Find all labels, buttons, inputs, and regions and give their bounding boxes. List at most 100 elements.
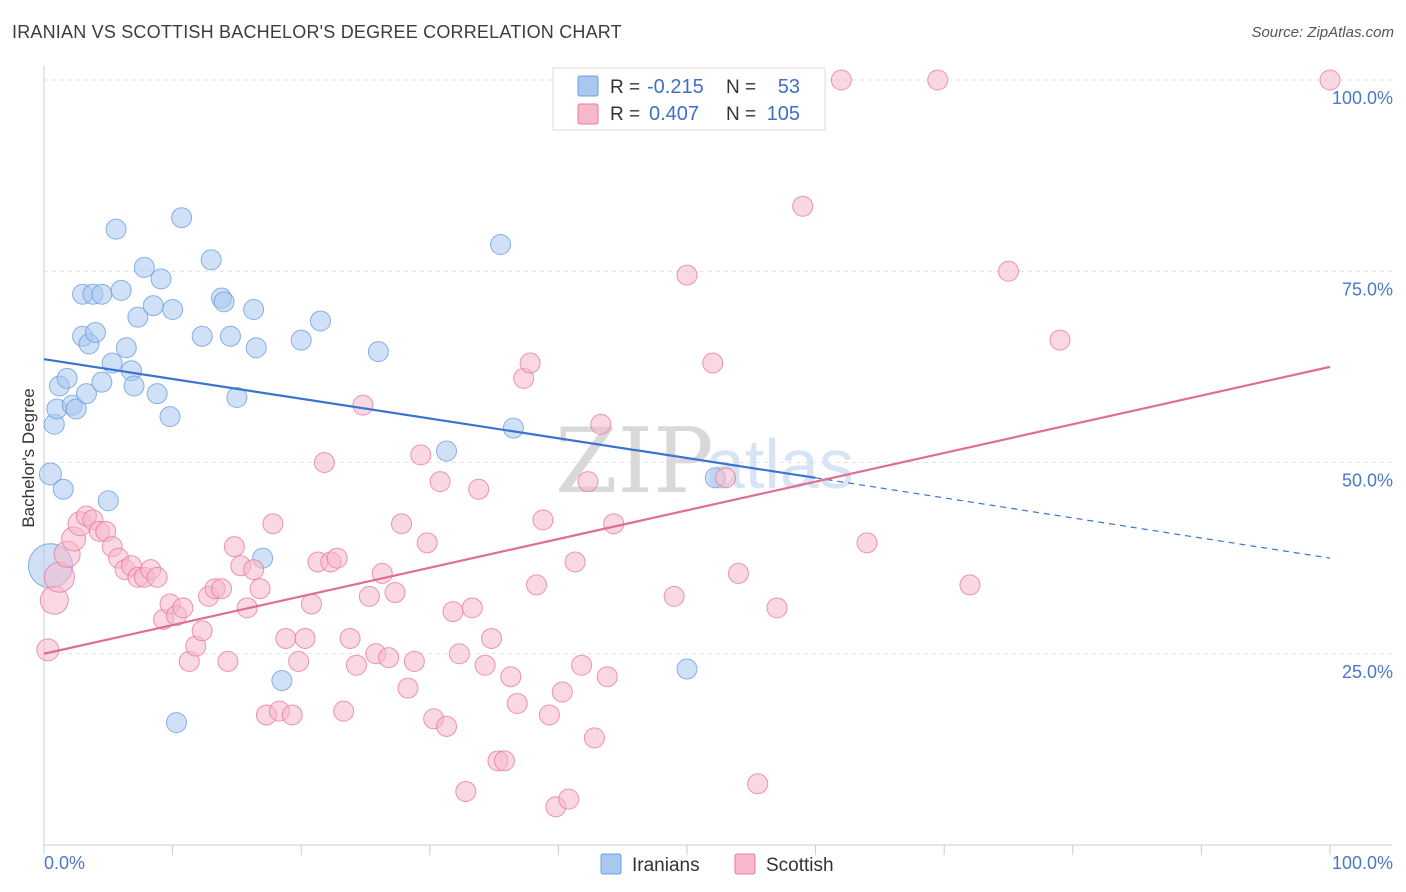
iranian-point-27 <box>146 383 168 405</box>
scottish-point-96 <box>792 195 814 217</box>
legend-bottom-label-iranians: Iranians <box>632 855 700 876</box>
iranian-point-30 <box>162 299 184 320</box>
scottish-point-81 <box>558 788 580 810</box>
scottish-point-17 <box>146 566 168 588</box>
iranian-point-24 <box>127 306 149 328</box>
scottish-point-87 <box>596 666 618 688</box>
legend-bottom-label-scottish: Scottish <box>766 855 834 876</box>
scottish-point-24 <box>191 620 213 642</box>
iranian-point-47 <box>490 233 512 255</box>
scottish-trend-line <box>43 365 1331 655</box>
legend-r-value-1: -0.215 <box>647 76 704 98</box>
scottish-point-59 <box>416 532 438 554</box>
scottish-point-35 <box>262 513 284 535</box>
x-tick-labels: 0.0% 100.0% <box>44 853 1393 873</box>
scottish-point-68 <box>474 654 496 676</box>
scottish-point-101 <box>998 260 1019 282</box>
scottish-point-90 <box>676 264 698 286</box>
scottish-point-50 <box>358 585 380 607</box>
scottish-point-85 <box>583 727 605 749</box>
scottish-point-41 <box>300 593 322 615</box>
iranian-trend-extension <box>815 477 1331 559</box>
iranian-point-17 <box>97 490 119 512</box>
trend-lines <box>43 358 1331 655</box>
scottish-point-38 <box>281 704 303 726</box>
iranian-point-36 <box>213 291 235 313</box>
scottish-point-80 <box>551 681 573 703</box>
iranian-point-45 <box>367 341 389 363</box>
y-tick-label-3: 100.0% <box>1332 88 1393 108</box>
scottish-point-76 <box>526 574 548 596</box>
y-tick-label-1: 50.0% <box>1342 471 1393 491</box>
scottish-point-40 <box>294 627 316 649</box>
iranian-point-8 <box>65 398 87 420</box>
legend-swatch-scottish <box>577 103 599 125</box>
scottish-point-33 <box>249 578 271 600</box>
scottish-point-86 <box>590 413 612 435</box>
chart-title: IRANIAN VS SCOTTISH BACHELOR'S DEGREE CO… <box>12 22 622 42</box>
iranian-trend-line <box>43 358 816 479</box>
scottish-point-97 <box>830 69 852 91</box>
y-tick-label-2: 75.0% <box>1342 279 1393 299</box>
scottish-point-55 <box>391 513 413 535</box>
scottish-point-39 <box>288 650 310 672</box>
iranian-point-21 <box>115 337 137 359</box>
legend-bottom-swatch-iranians <box>600 853 622 875</box>
iranian-point-28 <box>150 268 172 290</box>
iranian-point-37 <box>219 325 241 347</box>
iranian-point-20 <box>110 279 132 301</box>
iranian-point-48 <box>502 417 524 439</box>
iranian-point-26 <box>142 295 164 317</box>
scottish-point-57 <box>403 650 425 672</box>
scottish-point-29 <box>223 536 245 558</box>
scottish-point-93 <box>727 562 749 584</box>
scottish-point-95 <box>766 597 788 619</box>
legend-swatch-iranians <box>577 75 599 97</box>
iranian-point-34 <box>200 249 222 271</box>
iranian-point-49 <box>676 658 698 680</box>
scottish-point-47 <box>339 627 361 649</box>
scottish-point-48 <box>345 654 367 676</box>
scottish-point-0 <box>36 638 60 662</box>
legend-r-value-2: 0.407 <box>649 103 699 125</box>
x-tick-label-min: 0.0% <box>44 853 85 873</box>
scottish-point-27 <box>210 578 232 600</box>
scottish-point-66 <box>461 597 483 619</box>
scottish-point-43 <box>313 452 335 473</box>
scottish-point-99 <box>927 69 949 91</box>
legend-n-label-1: N = <box>726 77 756 98</box>
scottish-point-92 <box>715 467 737 489</box>
iranian-point-31 <box>165 712 187 734</box>
y-tick-label-0: 25.0% <box>1342 662 1393 682</box>
iranian-point-44 <box>309 310 331 332</box>
iranian-point-40 <box>245 337 267 359</box>
iranian-point-46 <box>436 440 458 462</box>
scottish-point-32 <box>243 559 265 581</box>
y-tick-labels: 25.0% 50.0% 75.0% 100.0% <box>1332 88 1393 682</box>
iranian-point-23 <box>123 375 145 397</box>
iranian-point-1 <box>38 462 62 486</box>
scottish-point-21 <box>172 597 194 619</box>
scottish-point-62 <box>436 715 458 737</box>
iranian-point-15 <box>91 371 113 393</box>
scottish-point-77 <box>532 509 554 531</box>
scottish-point-46 <box>333 700 355 722</box>
scottish-point-89 <box>663 585 685 607</box>
iranian-point-19 <box>105 218 127 240</box>
iranian-point-6 <box>56 367 78 389</box>
data-points <box>27 69 1341 818</box>
scottish-point-53 <box>378 647 400 669</box>
scottish-point-94 <box>747 773 769 795</box>
scottish-point-63 <box>442 601 464 623</box>
scottish-point-71 <box>493 750 515 772</box>
scottish-point-37 <box>275 627 297 649</box>
legend-r-label-1: R = <box>610 77 640 98</box>
scottish-point-45 <box>326 547 348 569</box>
scottish-point-56 <box>397 677 419 699</box>
scottish-point-75 <box>519 352 541 374</box>
scottish-point-83 <box>571 654 593 676</box>
scottish-point-58 <box>410 444 432 466</box>
scottish-point-84 <box>577 471 599 493</box>
scottish-point-103 <box>1319 69 1341 91</box>
